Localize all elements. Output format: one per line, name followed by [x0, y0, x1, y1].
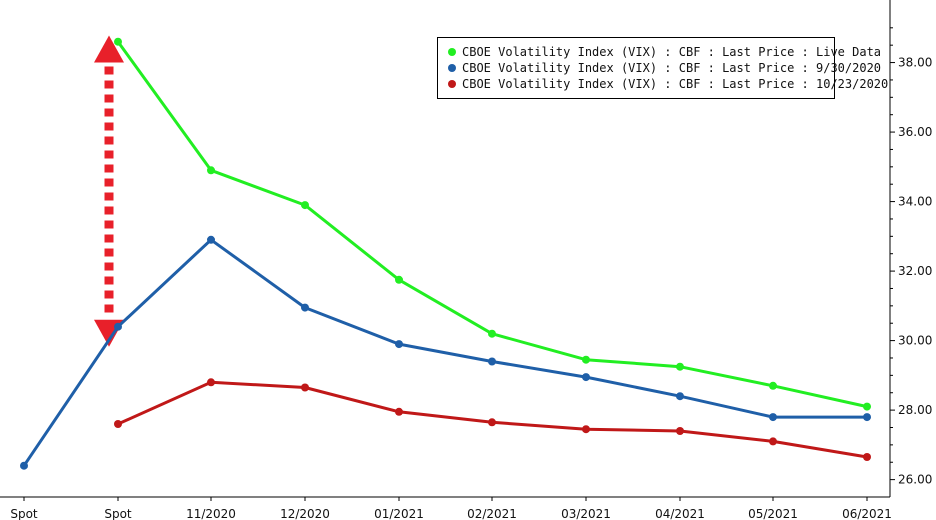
data-point	[395, 275, 403, 284]
data-point	[207, 235, 215, 244]
legend-marker-9-30	[448, 64, 456, 72]
data-point	[488, 418, 496, 427]
x-tick-label: 01/2021	[374, 507, 424, 520]
legend-item-live: CBOE Volatility Index (VIX) : CBF : Last…	[448, 44, 881, 60]
legend-item-9-30: CBOE Volatility Index (VIX) : CBF : Last…	[448, 60, 881, 76]
data-point	[769, 437, 777, 446]
legend-item-10-23: CBOE Volatility Index (VIX) : CBF : Last…	[448, 76, 888, 92]
x-axis-ticks: Spot Spot 11/2020 12/2020 01/2021 02/2021 03/2…	[10, 497, 892, 520]
x-tick-label: 03/2021	[561, 507, 611, 520]
data-point	[114, 37, 122, 46]
legend-marker-10-23	[448, 80, 456, 88]
y-tick-label: 34.00	[898, 195, 932, 209]
y-tick-label: 36.00	[898, 125, 932, 139]
data-point	[863, 453, 871, 461]
legend-label-10-23: CBOE Volatility Index (VIX) : CBF : Last…	[462, 77, 889, 91]
data-point	[863, 413, 871, 422]
data-point	[114, 420, 122, 428]
x-tick-label: 05/2021	[748, 507, 798, 520]
data-point	[301, 303, 309, 312]
legend-label-9-30: CBOE Volatility Index (VIX) : CBF : Last…	[462, 61, 882, 75]
legend: CBOE Volatility Index (VIX) : CBF : Last…	[437, 37, 888, 99]
legend-marker-live	[448, 48, 456, 56]
y-tick-label: 28.00	[898, 403, 932, 417]
data-point	[207, 378, 215, 387]
y-tick-label: 32.00	[898, 264, 932, 278]
data-point	[582, 373, 590, 382]
data-point	[301, 383, 309, 392]
data-point	[20, 461, 28, 470]
data-point	[676, 392, 684, 401]
series-line-1	[22, 238, 867, 467]
y-axis-ticks: 26.00 28.00 30.00 32.00 34.00 36.00 38.00	[890, 27, 932, 487]
data-point	[395, 407, 403, 416]
y-tick-label: 38.00	[898, 56, 932, 70]
x-tick-label: 04/2021	[655, 507, 705, 520]
data-point	[676, 427, 684, 435]
legend-label-live: CBOE Volatility Index (VIX) : CBF : Last…	[462, 45, 882, 59]
data-point	[207, 166, 215, 175]
data-point	[769, 381, 777, 390]
data-point	[582, 355, 590, 364]
data-point	[114, 322, 122, 331]
series-lines	[20, 37, 871, 470]
data-point	[676, 362, 684, 371]
data-point	[395, 340, 403, 349]
x-tick-label: 02/2021	[467, 507, 517, 520]
y-tick-label: 30.00	[898, 334, 932, 348]
x-tick-label: 12/2020	[280, 507, 330, 520]
data-point	[488, 357, 496, 366]
data-point	[301, 201, 309, 210]
x-tick-label: 11/2020	[186, 507, 236, 520]
axes	[0, 0, 891, 498]
data-point	[582, 425, 590, 434]
x-tick-label: Spot	[104, 507, 132, 520]
volatility-spread-arrow	[94, 35, 124, 347]
data-point	[488, 329, 496, 338]
arrowhead-up	[94, 35, 124, 63]
x-tick-label: 06/2021	[842, 507, 892, 520]
data-point	[769, 413, 777, 422]
x-tick-label: Spot	[10, 507, 38, 520]
y-tick-label: 26.00	[898, 473, 932, 487]
data-point	[863, 402, 871, 411]
